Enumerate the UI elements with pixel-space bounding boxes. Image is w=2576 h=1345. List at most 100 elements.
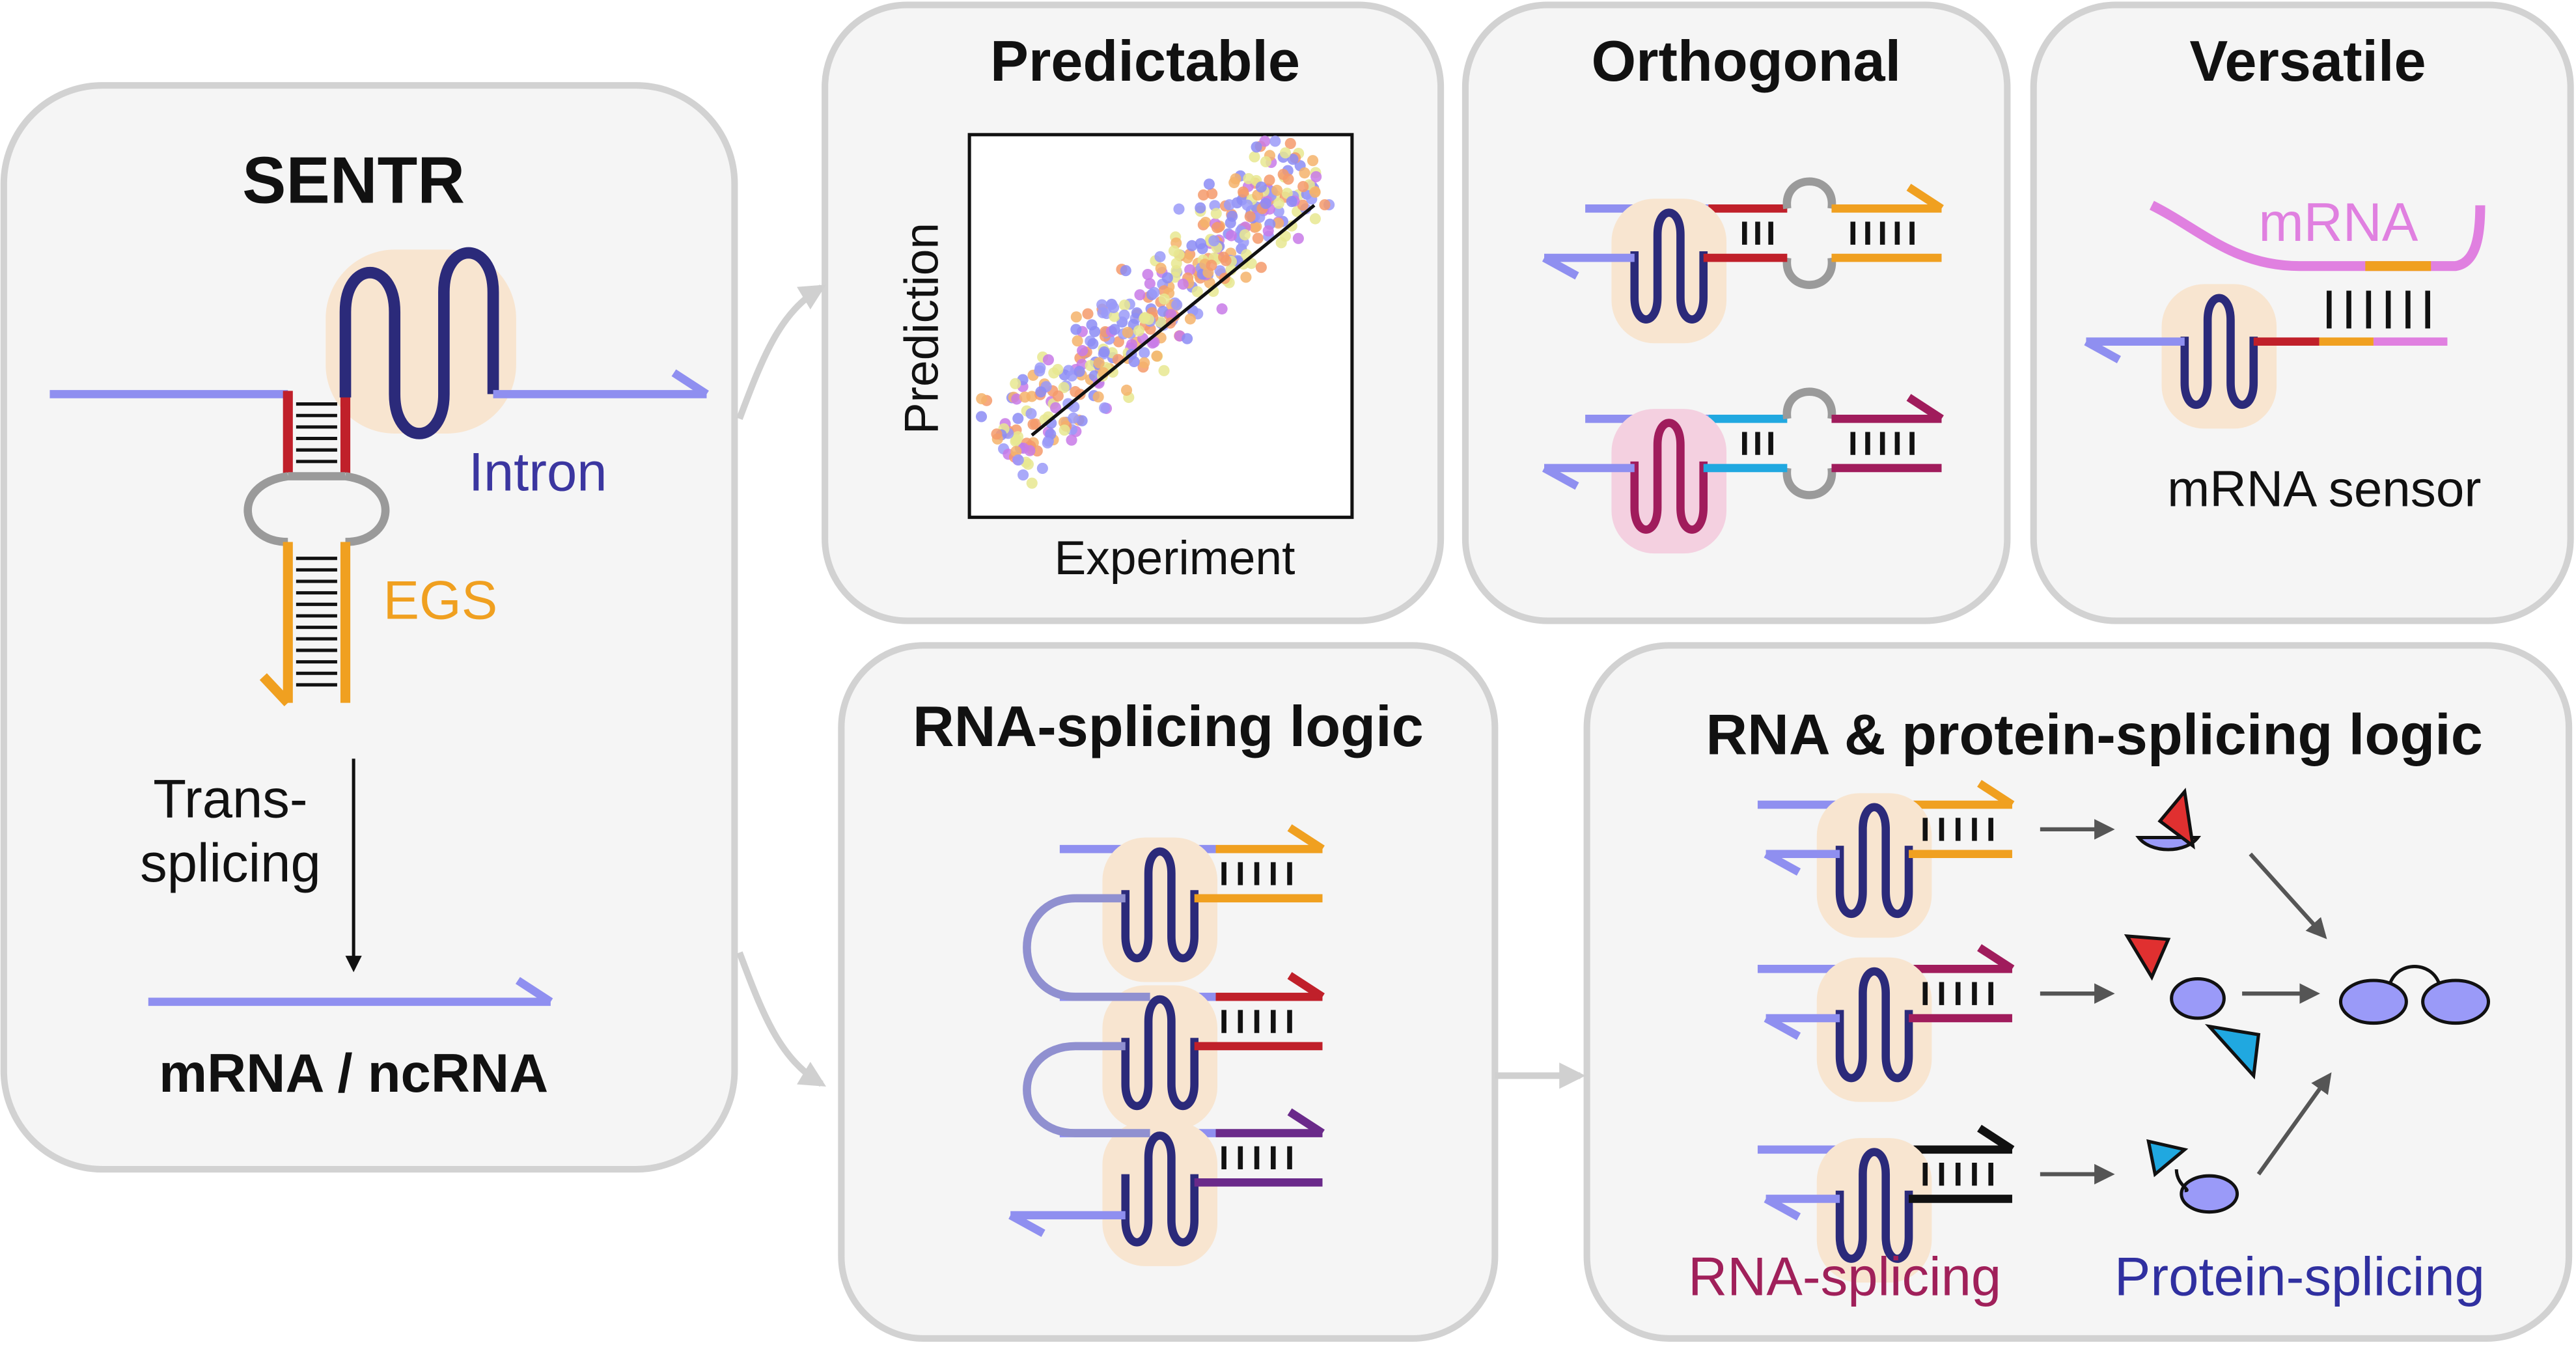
scatter-dot — [1168, 245, 1180, 257]
scatter-dot — [1109, 324, 1120, 335]
scatter-dot — [975, 411, 988, 423]
scatter-dot — [1279, 147, 1292, 159]
scatter-dot — [1273, 197, 1284, 209]
panel-title: Predictable — [990, 29, 1300, 93]
scatter-dot — [1073, 366, 1085, 378]
scatter-dot — [1319, 199, 1331, 211]
arrow-hook — [515, 977, 553, 1006]
scatter-dot — [1134, 289, 1146, 301]
scatter-dot — [1019, 391, 1031, 403]
process-arrow — [2256, 1072, 2332, 1176]
scatter-dot — [1200, 216, 1212, 229]
intron-backdrop — [1816, 793, 1932, 938]
labels: SENTR Intron EGS Trans- splicing mRNA / … — [140, 29, 2485, 1307]
scatter-dot — [1170, 258, 1182, 270]
scatter-dot — [1251, 221, 1262, 232]
scatter-dot — [1026, 477, 1038, 489]
caption: mRNA sensor — [2167, 460, 2481, 517]
scatter-dot — [1058, 381, 1070, 393]
scatter-dot — [1120, 384, 1133, 396]
scatter-dot — [1281, 187, 1293, 199]
panel-title: SENTR — [242, 145, 465, 217]
protein-tag — [2146, 1139, 2189, 1178]
scatter-dot — [1195, 202, 1206, 214]
scatter-dot — [1241, 199, 1253, 211]
loop — [243, 472, 390, 546]
arrow-hook — [1977, 944, 2015, 973]
mrna-label: mRNA — [2258, 192, 2418, 253]
scatter-dot — [1151, 350, 1163, 362]
orthogonal-panel — [1461, 1, 2011, 624]
intron-backdrop — [2161, 284, 2277, 429]
scatter-dot — [1070, 311, 1082, 323]
scatter-dot — [1076, 415, 1088, 426]
scatter-dot — [1282, 173, 1294, 185]
scatter-dot — [1148, 286, 1160, 298]
scatter-dot — [1010, 445, 1022, 458]
scatter-dot — [1072, 335, 1083, 347]
loop — [1782, 387, 1836, 499]
intron — [1121, 1131, 1199, 1247]
arrow-hook — [259, 673, 292, 706]
arrow-hook — [1287, 1108, 1325, 1137]
protein — [2421, 978, 2491, 1025]
panel-title: Orthogonal — [1591, 29, 1901, 93]
scatter-dot — [1239, 229, 1251, 241]
scatter-dot — [1191, 286, 1203, 298]
arrow-hook — [1906, 394, 1944, 423]
transition-label: splicing — [140, 833, 321, 893]
scatter-dot — [1018, 469, 1029, 481]
scatter-dot — [1133, 325, 1145, 337]
scatter-dot — [1059, 424, 1070, 436]
axis-label: Prediction — [894, 223, 948, 434]
scatter-dot — [1070, 324, 1082, 335]
scatter-dot — [1010, 434, 1022, 446]
intron — [1121, 847, 1199, 963]
intron-backdrop — [1611, 199, 1727, 344]
scatter-dot — [1297, 199, 1309, 211]
scatter-dot — [1240, 271, 1252, 283]
scatter-dot — [1092, 391, 1104, 403]
panel-title: RNA & protein-splicing logic — [1706, 702, 2482, 766]
scatter-dot — [1208, 235, 1220, 247]
scatter-dot — [1118, 299, 1131, 311]
loop — [1782, 177, 1836, 289]
panel-title: RNA-splicing logic — [913, 694, 1424, 758]
scatter-dot — [1108, 301, 1120, 314]
scatter-dot — [1085, 359, 1096, 372]
scatter-dot — [1216, 303, 1228, 315]
scatter-dot — [1273, 217, 1284, 229]
caption: Protein-splicing — [2114, 1247, 2485, 1307]
scatter-dot — [1186, 240, 1198, 251]
intron-backdrop — [1102, 985, 1218, 1130]
scatter-dot — [1184, 313, 1196, 325]
linker — [2174, 1169, 2189, 1193]
scatter-dot — [1177, 278, 1189, 290]
product-label: mRNA / ncRNA — [159, 1043, 548, 1103]
scatter-dot — [1225, 230, 1238, 242]
scatter-dot — [1197, 243, 1208, 255]
scatter-dot — [1086, 319, 1098, 331]
scatter-dot — [1171, 299, 1183, 311]
scatter-dot — [991, 428, 1003, 440]
scatter-dot — [1161, 272, 1173, 284]
sentr-panel — [0, 82, 738, 1173]
scatter-dot — [1154, 251, 1166, 262]
intron-backdrop — [325, 249, 516, 434]
scatter-dot — [1198, 189, 1210, 201]
intron-label: Intron — [469, 442, 607, 503]
protein-tag — [2124, 934, 2171, 981]
scatter-dot — [1144, 323, 1156, 335]
scatter-dot — [976, 393, 988, 405]
scatter-dot — [1049, 402, 1062, 413]
scatter-dot — [1087, 338, 1099, 350]
scatter-dot — [1279, 230, 1292, 242]
scatter-dot — [1139, 347, 1150, 359]
protein-half — [2135, 835, 2202, 852]
scatter-dot — [1226, 210, 1238, 222]
transition-label: Trans- — [153, 769, 307, 829]
scatter-dot — [1158, 293, 1170, 305]
linker — [2388, 965, 2441, 985]
